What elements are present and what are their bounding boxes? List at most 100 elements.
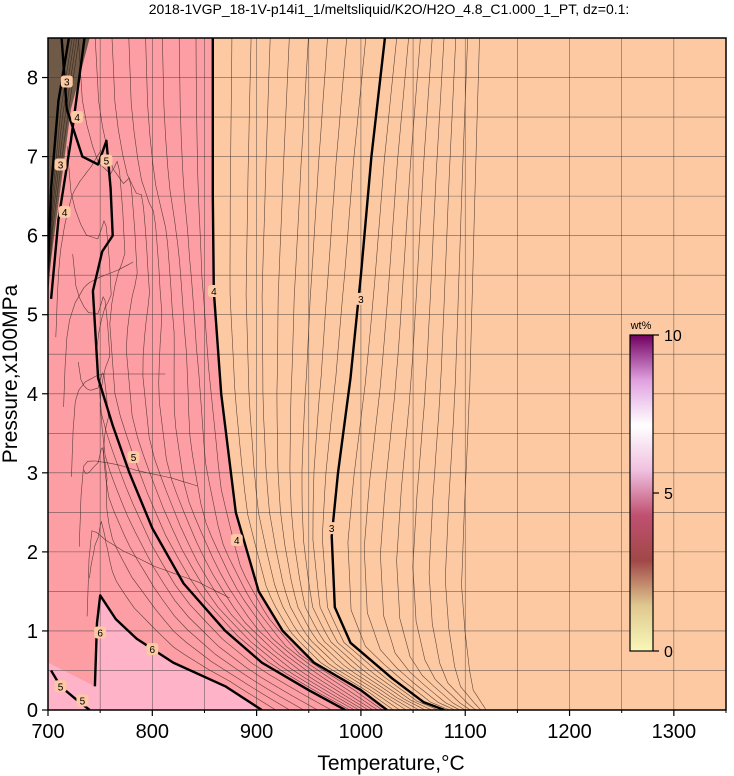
y-tick-label: 4 (27, 384, 38, 406)
contour-label: 3 (64, 77, 70, 88)
contour-label: 4 (211, 287, 217, 298)
y-tick-label: 3 (27, 463, 38, 485)
y-axis: 0 1 2 3 4 5 6 7 8 Pressure,x100MPa (0, 68, 48, 722)
colorbar-ticks: 0 5 10 (653, 328, 682, 661)
contour-label-bg (127, 451, 140, 464)
y-axis-label: Pressure,x100MPa (0, 284, 22, 463)
contour-label: 6 (150, 645, 156, 656)
minor-contour-line (77, 362, 304, 710)
minor-contour-line (312, 38, 432, 710)
minor-contour-line (321, 38, 439, 710)
minor-contour-line (63, 261, 134, 407)
x-axis: 700 800 900 1000 1100 1200 1300 Temperature,°C (31, 710, 727, 775)
contour-label-bg (146, 643, 159, 656)
y-tick-label: 2 (27, 542, 38, 564)
minor-contour-line (289, 38, 420, 710)
colorbar-unit: wt% (630, 320, 652, 332)
x-tick-label: 1300 (652, 721, 697, 743)
contour-label: 4 (62, 208, 68, 219)
minor-contour-line (428, 38, 476, 710)
contour-label-bg (325, 522, 338, 535)
contour-label-bg (58, 205, 71, 218)
colorbar-tick-label: 5 (664, 486, 673, 503)
x-tick-label: 700 (31, 721, 64, 743)
x-axis-label: Temperature,°C (317, 752, 464, 775)
y-axis-ticks: 0 1 2 3 4 5 6 7 8 (27, 68, 48, 722)
contour-label-bg (207, 284, 220, 297)
colorbar: wt% 0 5 10 (629, 320, 682, 661)
contour-label-bg (354, 292, 367, 305)
contour-label: 5 (58, 682, 64, 693)
contour-line-6-3 (93, 594, 263, 710)
minor-contour-line (79, 460, 198, 547)
minor-contour-line (83, 447, 290, 710)
minor-contour-line (178, 38, 378, 710)
minor-contour-line (145, 38, 369, 710)
minor-contour-line (162, 38, 374, 710)
colorbar-tick-label: 10 (664, 328, 682, 345)
minor-contour-line (380, 38, 461, 710)
plot-area: 3 3 4 4 5 5 6 6 4 4 3 3 5 5 (48, 38, 726, 710)
contour-label-bg (76, 694, 89, 707)
y-tick-label: 0 (27, 700, 38, 722)
y-tick-label: 7 (27, 147, 38, 169)
contour-label: 3 (358, 295, 364, 306)
grid-lines (48, 38, 726, 710)
contour-label: 5 (104, 157, 110, 168)
minor-contour-line (301, 38, 426, 710)
x-tick-label: 1200 (547, 721, 592, 743)
contour-label-bg (94, 626, 107, 639)
contour-label-bg (54, 680, 67, 693)
minor-contour-line (245, 38, 400, 710)
contour-label: 4 (74, 113, 80, 124)
minor-contour-line (276, 38, 413, 710)
contour-label: 5 (131, 453, 137, 464)
minor-contour-line (128, 38, 364, 710)
minor-contour-line (461, 38, 487, 710)
y-tick-label: 1 (27, 621, 38, 643)
minor-contour-line (396, 38, 466, 710)
contour-line-5-2 (60, 38, 346, 710)
contour-label-bg (60, 75, 73, 88)
contour-line-3-0 (330, 38, 445, 710)
minor-contour-line (89, 520, 276, 710)
x-axis-ticks: 700 800 900 1000 1100 1200 1300 (31, 710, 727, 743)
contour-line-4-1 (211, 38, 388, 710)
y-tick-label: 5 (27, 305, 38, 327)
minor-contour-line (111, 38, 360, 710)
minor-contour-line (55, 149, 102, 338)
contour-label: 6 (97, 629, 103, 640)
contour-line-4-4 (49, 38, 86, 300)
minor-contour-line (72, 254, 318, 710)
contour-label-bg (71, 111, 84, 124)
contour-label: 3 (58, 160, 64, 171)
y-tick-label: 6 (27, 226, 38, 248)
contour-label: 4 (234, 536, 240, 547)
x-tick-label: 1000 (339, 721, 384, 743)
minor-contour-line (71, 373, 166, 477)
major-contour-lines (48, 38, 445, 710)
chart-title: 2018-1VGP_18-1V-p14i1_1/meltsliquid/K2O/… (149, 1, 630, 17)
minor-contour-line (363, 38, 455, 710)
contour-labels: 3 3 4 4 5 5 6 6 4 4 3 3 5 5 (54, 75, 367, 708)
contour-line-3-5 (48, 38, 71, 268)
plot-frame (47, 37, 727, 711)
colorbar-tick-label: 0 (664, 644, 673, 661)
x-tick-label: 1100 (444, 721, 487, 743)
contour-label: 3 (329, 524, 335, 535)
y-tick-label: 8 (27, 68, 38, 90)
x-tick-label: 900 (240, 721, 273, 743)
contour-label-bg (100, 154, 113, 167)
minor-contour-line (86, 530, 230, 617)
contour-label-bg (54, 158, 67, 171)
contour-label-bg (230, 534, 243, 547)
minor-contour-line (195, 38, 383, 710)
minor-contour-lines (48, 38, 487, 710)
contour-label: 5 (80, 697, 86, 708)
colorbar-ramp (629, 334, 654, 652)
minor-contour-line (347, 38, 450, 710)
minor-contour-line (94, 38, 355, 710)
minor-contour-line (261, 38, 407, 710)
x-tick-label: 800 (136, 721, 169, 743)
